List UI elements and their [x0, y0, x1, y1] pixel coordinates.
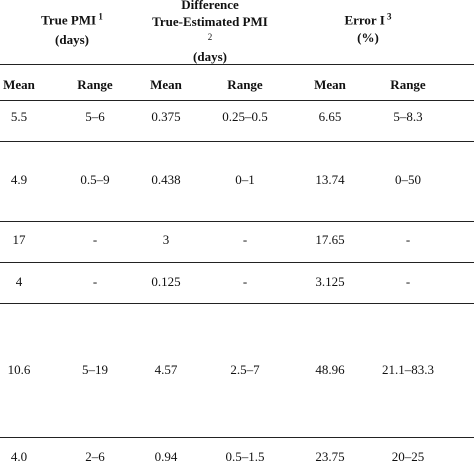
rule — [0, 141, 474, 142]
footnote-mark: 3 — [384, 11, 392, 22]
cell: 2–6 — [85, 449, 105, 464]
cell: 48.96 — [315, 362, 345, 377]
column-header: Mean — [3, 77, 35, 92]
cell: 0.438 — [151, 172, 181, 187]
footnote-mark: 1 — [96, 11, 103, 22]
cell: - — [405, 274, 411, 289]
cell: 0.375 — [151, 109, 181, 124]
cell: 0.94 — [154, 449, 178, 464]
cell: 5.5 — [10, 109, 28, 124]
cell: 23.75 — [315, 449, 345, 464]
group-title: True-Estimated PMI — [152, 14, 268, 29]
cell: 0.125 — [151, 274, 181, 289]
cell: 6.65 — [318, 109, 342, 124]
column-header: Range — [227, 77, 263, 92]
cell: 0–50 — [395, 172, 421, 187]
cell: 13.74 — [315, 172, 345, 187]
cell: - — [405, 232, 411, 247]
cell: - — [92, 232, 98, 247]
group-unit: (%) — [357, 30, 379, 45]
cell: 3.125 — [315, 274, 345, 289]
cell: 5–8.3 — [393, 109, 423, 124]
cell: 5–19 — [82, 362, 108, 377]
cell: 4 — [15, 274, 23, 289]
cell: 4.57 — [154, 362, 178, 377]
group-unit: (days) — [193, 49, 227, 64]
cell: - — [92, 274, 98, 289]
rule — [0, 64, 474, 65]
cell: 4.9 — [10, 172, 28, 187]
rule — [0, 262, 474, 263]
cell: 20–25 — [391, 449, 425, 464]
group-title: Error I 3 — [344, 11, 392, 28]
cell: 5–6 — [85, 109, 105, 124]
cell: - — [242, 232, 248, 247]
column-header: Mean — [150, 77, 182, 92]
rule — [0, 303, 474, 304]
cell: 2.5–7 — [230, 362, 260, 377]
column-header: Mean — [314, 77, 346, 92]
column-header: Range — [390, 77, 426, 92]
rule — [0, 100, 474, 101]
cell: 21.1–83.3 — [382, 362, 434, 377]
rule — [0, 437, 474, 438]
cell: 0–1 — [235, 172, 255, 187]
group-unit: (days) — [55, 32, 89, 47]
cell: 3 — [162, 232, 170, 247]
rule — [0, 221, 474, 222]
column-header: Range — [77, 77, 113, 92]
cell: 0.5–1.5 — [225, 449, 265, 464]
cell: 4.0 — [10, 449, 28, 464]
group-title: Difference — [181, 0, 239, 12]
cell: 0.5–9 — [80, 172, 110, 187]
cell: 0.25–0.5 — [222, 109, 268, 124]
cell: 17.65 — [315, 232, 345, 247]
footnote-mark: 2 — [207, 32, 213, 42]
cell: 17 — [12, 232, 26, 247]
group-title: True PMI 1 — [41, 11, 103, 28]
cell: - — [242, 274, 248, 289]
cell: 10.6 — [7, 362, 31, 377]
